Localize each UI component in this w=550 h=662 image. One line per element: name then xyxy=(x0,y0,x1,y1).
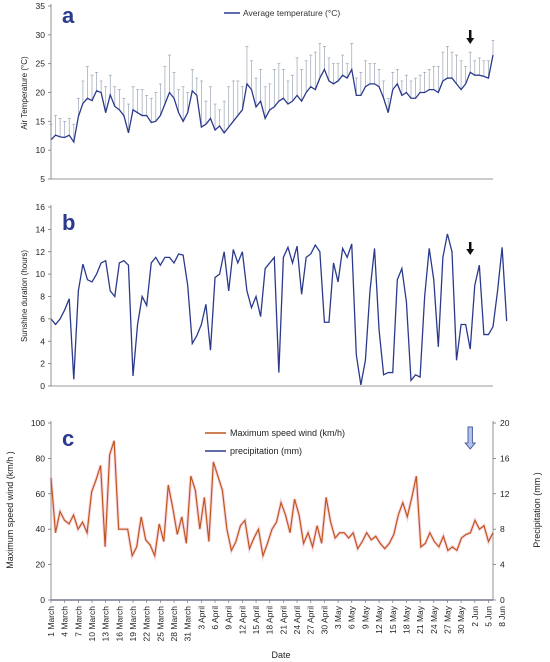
x-tick-label: 18 May xyxy=(401,605,411,634)
panel-a: a Average temperature (°C) Air Temperatu… xyxy=(20,1,495,184)
panel-label-a: a xyxy=(62,3,75,28)
a-y-tick-label: 15 xyxy=(36,116,46,126)
x-tick-label: 16 March xyxy=(114,606,124,642)
b-y-tick-label: 12 xyxy=(36,247,46,257)
legend-label-precip: precipitation (mm) xyxy=(230,446,302,456)
legend-a: Average temperature (°C) xyxy=(224,8,340,18)
x-axis-label-c: Date xyxy=(271,650,290,660)
x-tick-label: 5 Jun xyxy=(483,606,493,627)
panel-label-b: b xyxy=(62,210,75,235)
x-tick-label: 27 April xyxy=(306,606,316,634)
a-y-tick-label: 20 xyxy=(36,88,46,98)
a-y-tick-label: 35 xyxy=(36,1,46,11)
x-tick-label: 12 May xyxy=(374,605,384,634)
legend-label-wind: Maximum speed wind (km/h) xyxy=(230,428,345,438)
panel-c: c Maximum speed wind (km/h) precipitatio… xyxy=(5,418,542,660)
x-tick-label: 18 April xyxy=(265,606,275,634)
x-tick-label: 21 April xyxy=(278,606,288,634)
b-y-tick-label: 4 xyxy=(40,336,45,346)
x-tick-label: 15 April xyxy=(251,606,261,634)
b-y-tick-label: 8 xyxy=(40,292,45,302)
c-y-right-tick-label: 0 xyxy=(500,595,505,605)
x-tick-label: 6 April xyxy=(210,606,220,630)
c-y-tick-label: 40 xyxy=(36,524,46,534)
x-tick-label: 21 May xyxy=(415,605,425,634)
x-tick-label: 28 March xyxy=(169,606,179,642)
panel-label-c: c xyxy=(62,426,74,451)
a-y-tick-label: 25 xyxy=(36,59,46,69)
c-y-right-tick-label: 20 xyxy=(500,418,510,428)
x-tick-label: 30 April xyxy=(319,606,329,634)
c-arrow-icon xyxy=(464,426,477,450)
x-tick-label: 27 May xyxy=(442,605,452,634)
c-y-right-tick-label: 4 xyxy=(500,560,505,570)
a-y-tick-label: 10 xyxy=(36,145,46,155)
x-tick-label: 9 April xyxy=(224,606,234,630)
c-y-tick-label: 80 xyxy=(36,453,46,463)
a-y-tick-label: 5 xyxy=(40,174,45,184)
x-tick-label: 3 April xyxy=(196,606,206,630)
legend-c: Maximum speed wind (km/h) precipitation … xyxy=(205,428,345,456)
x-tick-label: 31 March xyxy=(183,606,193,642)
legend-label-temperature: Average temperature (°C) xyxy=(243,8,340,18)
b-y-tick-label: 10 xyxy=(36,269,46,279)
b-y-tick-label: 2 xyxy=(40,359,45,369)
b-y-tick-label: 0 xyxy=(40,381,45,391)
a-arrow-icon xyxy=(466,38,475,44)
b-y-tick-label: 14 xyxy=(36,224,46,234)
y-axis-label-c-right: Precipitation (mm ) xyxy=(532,472,542,548)
c-y-right-tick-label: 12 xyxy=(500,489,510,499)
temperature-line xyxy=(50,54,494,144)
b-y-tick-label: 6 xyxy=(40,314,45,324)
y-axis-label-c-left: Maximum speed wind (km/h ) xyxy=(5,451,15,569)
x-tick-label: 8 Jun xyxy=(497,606,507,627)
x-tick-label: 30 May xyxy=(456,605,466,634)
x-tick-label: 3 May xyxy=(333,605,343,629)
x-tick-label: 12 April xyxy=(237,606,247,634)
sunshine-line xyxy=(50,233,508,385)
x-tick-label: 9 May xyxy=(360,605,370,629)
c-y-right-tick-label: 8 xyxy=(500,524,505,534)
x-tick-label: 6 May xyxy=(347,605,357,629)
x-tick-label: 2 Jun xyxy=(470,606,480,627)
x-tick-label: 25 March xyxy=(155,606,165,642)
c-y-tick-label: 0 xyxy=(40,595,45,605)
wind-line xyxy=(50,440,494,559)
y-axis-label-a: Air Temperature (°C) xyxy=(20,56,29,130)
x-tick-label: 24 May xyxy=(429,605,439,634)
c-y-tick-label: 60 xyxy=(36,489,46,499)
a-y-tick-label: 30 xyxy=(36,30,46,40)
x-tick-label: 1 March xyxy=(46,606,56,637)
x-tick-label: 15 May xyxy=(388,605,398,634)
b-arrow-icon xyxy=(466,249,475,255)
x-tick-label: 22 March xyxy=(142,606,152,642)
c-y-tick-label: 20 xyxy=(36,560,46,570)
b-y-tick-label: 16 xyxy=(36,202,46,212)
x-tick-label: 24 April xyxy=(292,606,302,634)
panel-b: b Sunshine duration (hours) 0 2 4 6 8 10 12 14 1… xyxy=(20,202,508,391)
x-tick-label: 19 March xyxy=(128,606,138,642)
x-tick-label: 13 March xyxy=(101,606,111,642)
x-tick-label: 4 March xyxy=(60,606,70,637)
x-tick-label: 7 March xyxy=(73,606,83,637)
c-y-tick-label: 100 xyxy=(31,418,45,428)
y-axis-label-b: Sunshine duration (hours) xyxy=(20,250,29,342)
x-tick-label: 10 March xyxy=(87,606,97,642)
c-y-right-tick-label: 16 xyxy=(500,453,510,463)
